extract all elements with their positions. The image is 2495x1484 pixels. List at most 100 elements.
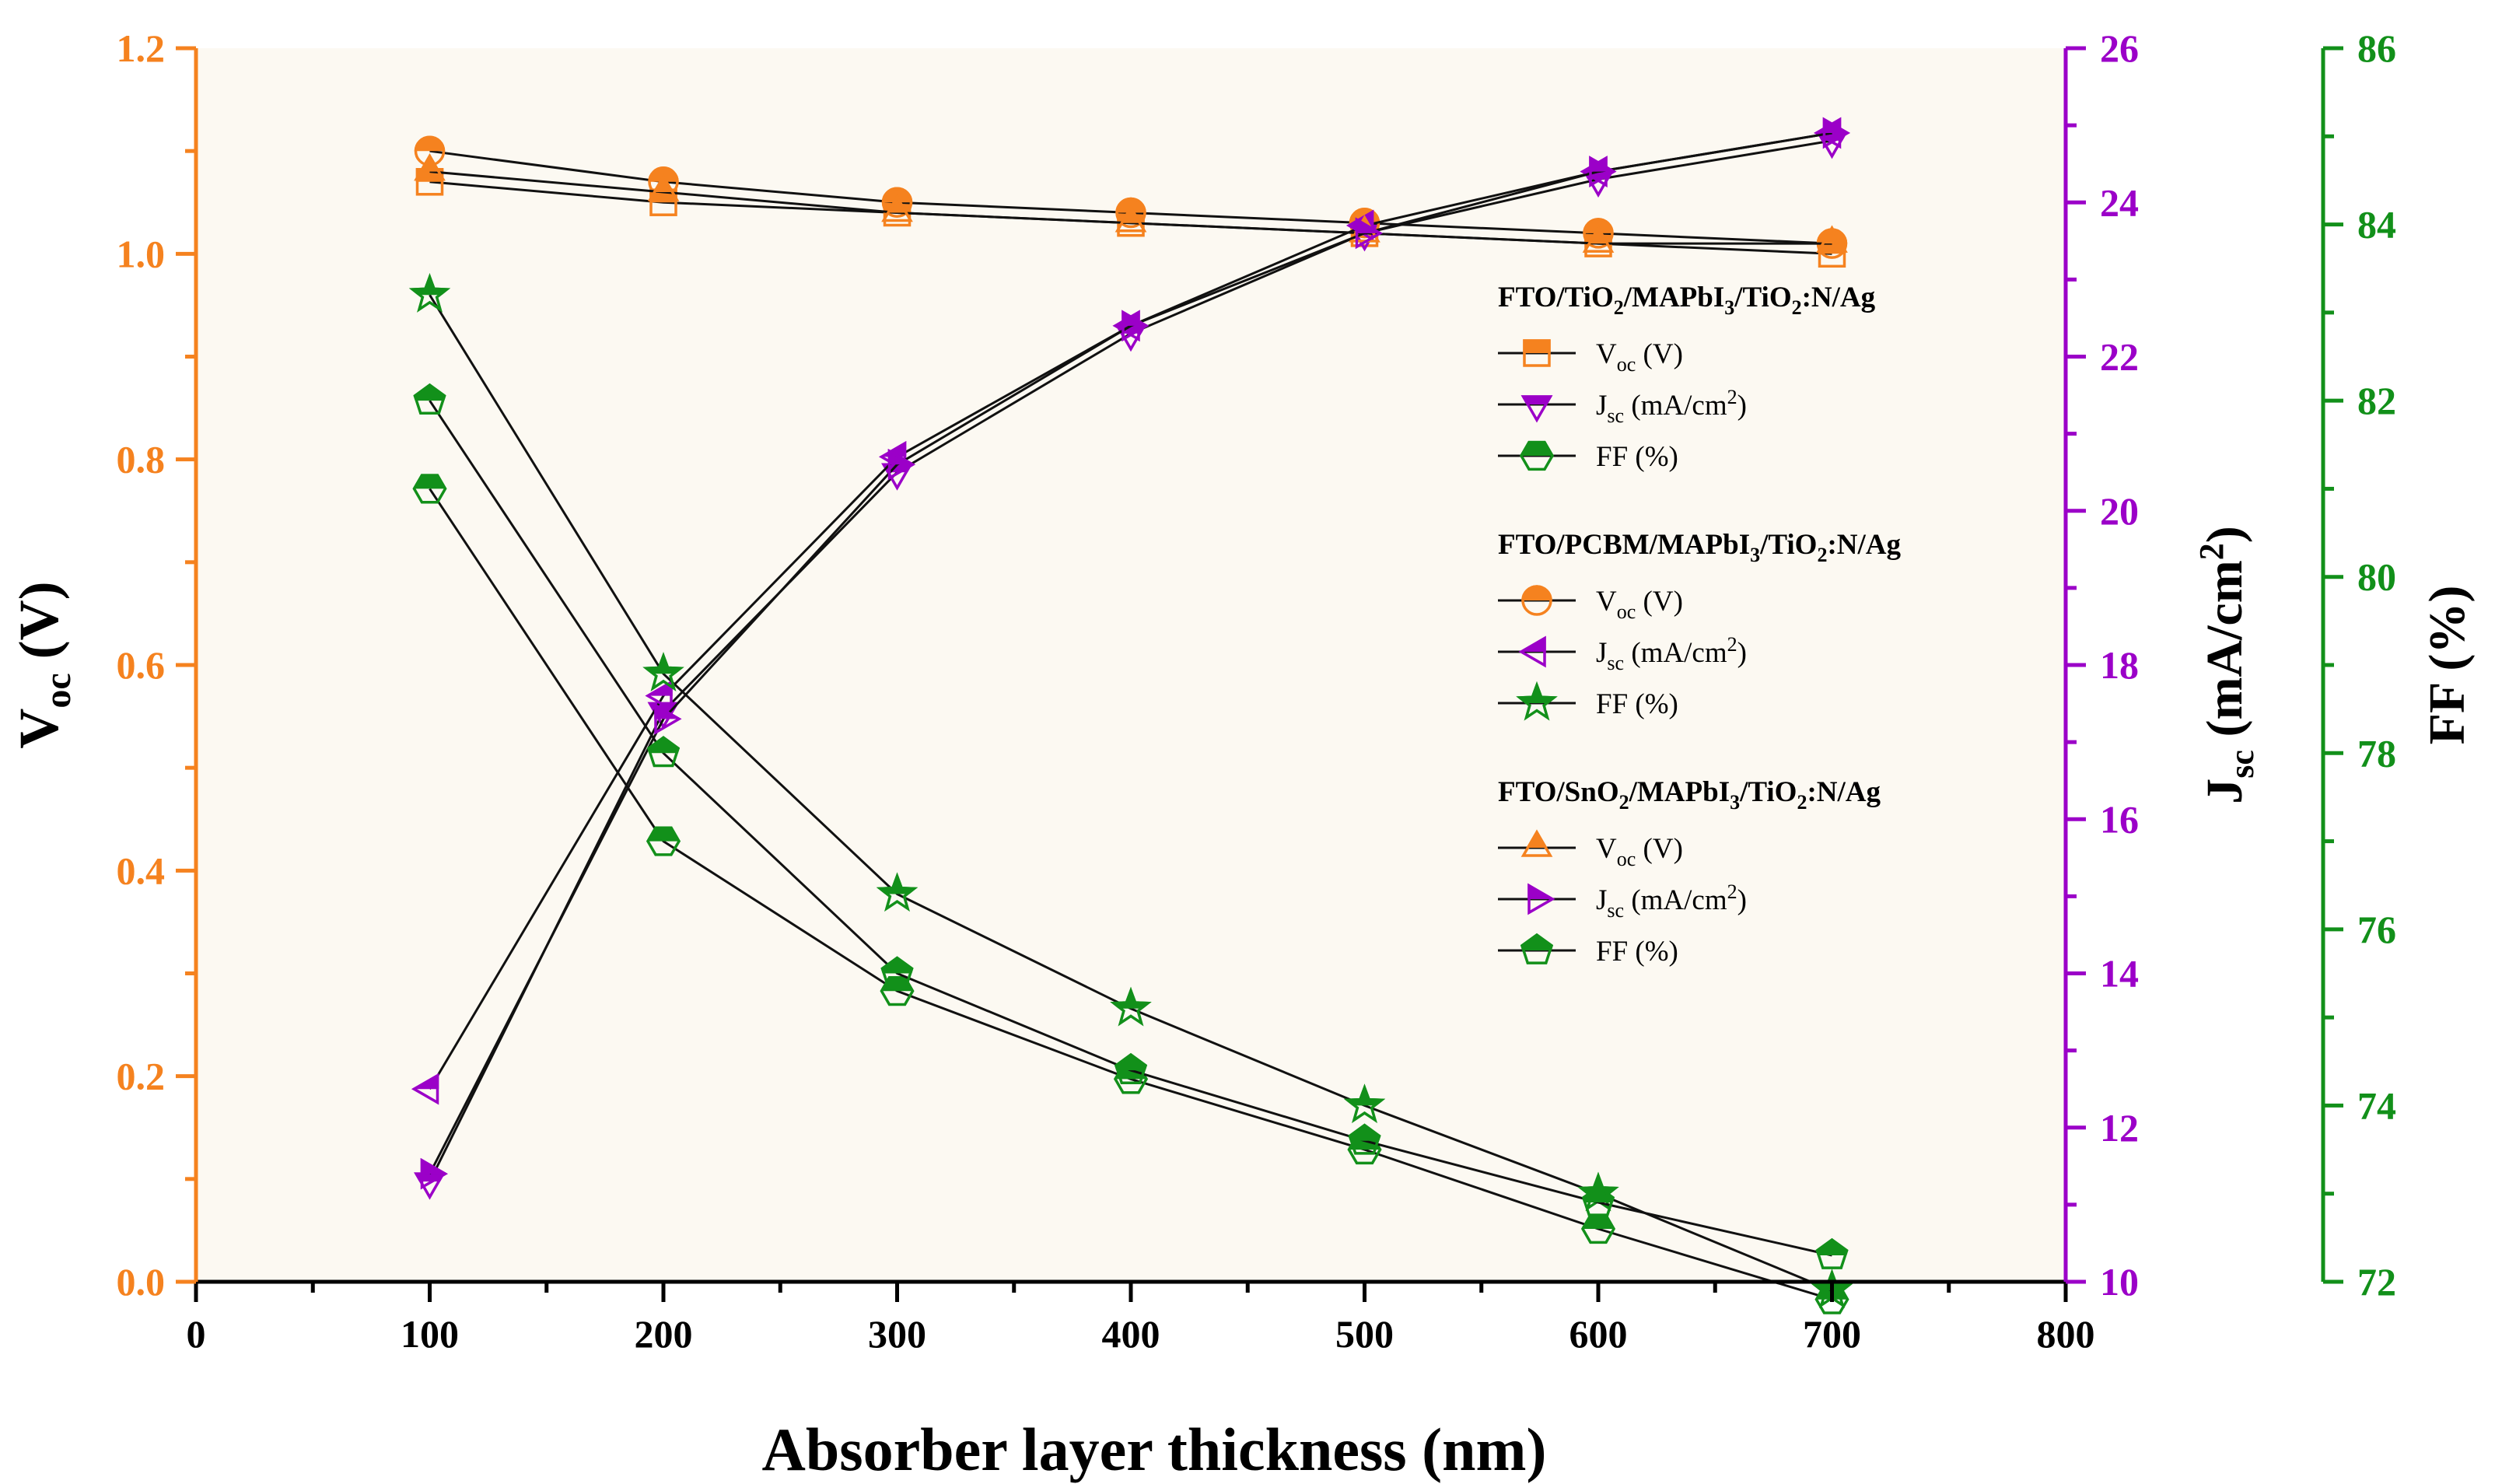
x-tick-label: 200	[635, 1312, 693, 1356]
legend-marker	[1518, 635, 1546, 668]
voc-tick-label: 1.2	[117, 26, 166, 70]
legend: FTO/TiO2/MAPbI3/TiO2:N/Ag Voc (V) Jsc (mA/…	[1498, 282, 1901, 968]
marker-outline	[1115, 197, 1146, 229]
marker-outline	[881, 187, 913, 218]
marker-outline	[1518, 635, 1546, 668]
legend-group-title: FTO/PCBM/MAPbI3/TiO2:N/Ag	[1498, 529, 1901, 566]
legend-label: Jsc (mA/cm2)	[1596, 880, 1747, 922]
data-point	[420, 1157, 449, 1190]
x-axis: 0 100 200 300 400 500 600 700 800 Absorber layer …	[187, 1279, 2095, 1483]
marker-outline	[1589, 156, 1617, 187]
jsc-axis-title: Jsc (mA/cm2)	[2192, 526, 2261, 803]
voc-tick-label: 0.0	[117, 1260, 166, 1304]
series-g3-voc	[414, 153, 1848, 253]
x-tick-label: 500	[1335, 1312, 1394, 1356]
data-point	[647, 173, 680, 201]
marker-outline	[1523, 339, 1551, 367]
marker-outline	[1816, 225, 1848, 253]
voc-axis-title: Voc (V)	[8, 581, 79, 748]
marker-outline	[647, 173, 680, 201]
legend-group-1: FTO/TiO2/MAPbI3/TiO2:N/Ag Voc (V) Jsc (mA/…	[1498, 282, 1876, 473]
voc-tick-label: 0.8	[117, 438, 166, 481]
data-point	[1815, 1237, 1849, 1269]
marker-outline	[1110, 986, 1152, 1027]
marker-outline	[876, 872, 919, 912]
voc-axis: 0.0 0.2 0.4 0.6 0.8 1.0 1.2 Voc (V)	[8, 26, 198, 1304]
marker-outline	[1115, 205, 1147, 233]
legend-label: Voc (V)	[1596, 338, 1683, 376]
legend-item: Jsc (mA/cm2)	[1498, 633, 1747, 674]
ff-axis: 72 74 76 78 80 82 84 86 FF (%)	[2321, 26, 2476, 1304]
legend-item: FF (%)	[1498, 933, 1678, 968]
legend-item: Voc (V)	[1498, 829, 1683, 870]
series-layer	[408, 117, 1853, 1314]
data-point	[654, 703, 682, 735]
legend-item: Voc (V)	[1498, 338, 1683, 376]
jsc-tick-label: 12	[2100, 1106, 2139, 1150]
jsc-tick-label: 10	[2100, 1260, 2139, 1304]
marker-outline	[654, 703, 682, 735]
data-point	[1355, 217, 1384, 250]
ff-axis-title: FF (%)	[2419, 586, 2476, 745]
marker-outline	[1582, 225, 1615, 253]
data-point	[1816, 225, 1848, 253]
x-tick-label: 400	[1102, 1312, 1160, 1356]
x-tick-label: 600	[1569, 1312, 1628, 1356]
plot-background	[196, 48, 2066, 1282]
jsc-tick-label: 14	[2100, 952, 2139, 996]
ff-tick-label: 86	[2357, 26, 2396, 70]
data-point	[887, 448, 916, 481]
data-point	[411, 1073, 439, 1105]
legend-marker	[1527, 883, 1555, 915]
marker-outline	[1815, 1237, 1849, 1269]
legend-group-2: FTO/PCBM/MAPbI3/TiO2:N/Ag Voc (V) Jsc (mA/…	[1498, 529, 1901, 721]
legend-item: FF (%)	[1498, 681, 1678, 721]
marker-outline	[420, 1157, 449, 1190]
marker-outline	[1822, 117, 1851, 149]
voc-tick-label: 0.6	[117, 643, 166, 687]
data-point	[1581, 1185, 1615, 1216]
legend-item: Jsc (mA/cm2)	[1498, 880, 1747, 922]
legend-group-title: FTO/TiO2/MAPbI3/TiO2:N/Ag	[1498, 282, 1876, 319]
marker-outline	[413, 383, 446, 415]
voc-tick-label: 1.0	[117, 232, 166, 275]
ff-tick-label: 76	[2357, 908, 2396, 951]
jsc-tick-label: 18	[2100, 643, 2139, 687]
ff-tick-label: 84	[2357, 203, 2396, 247]
ff-tick-label: 72	[2357, 1260, 2396, 1304]
jsc-axis: 10 12 14 16 18 20 22 24 26 Jsc (mA/cm2)	[2063, 26, 2261, 1304]
legend-marker	[1520, 933, 1554, 964]
marker-outline	[1583, 218, 1614, 249]
data-point	[408, 273, 451, 313]
legend-marker	[1516, 681, 1558, 721]
marker-outline	[880, 956, 914, 988]
marker-outline	[411, 1073, 439, 1105]
data-point	[646, 826, 681, 856]
marker-outline	[1520, 395, 1553, 423]
data-point	[880, 956, 914, 988]
data-point	[881, 194, 913, 222]
data-point	[1822, 117, 1851, 149]
marker-outline	[1343, 1083, 1386, 1124]
x-axis-title: Absorber layer thickness (nm)	[762, 1416, 1547, 1483]
data-point	[412, 474, 447, 504]
legend-label: Voc (V)	[1596, 833, 1683, 870]
legend-label: FF (%)	[1596, 688, 1678, 720]
data-point	[1582, 225, 1615, 253]
x-tick-label: 300	[868, 1312, 926, 1356]
data-point	[876, 872, 919, 912]
jsc-tick-label: 20	[2100, 489, 2139, 533]
jsc-tick-label: 24	[2100, 180, 2139, 224]
marker-outline	[1520, 829, 1553, 857]
data-point	[1348, 1123, 1381, 1155]
marker-outline	[646, 826, 681, 856]
data-point	[1343, 1083, 1386, 1124]
marker-outline	[1581, 1185, 1615, 1216]
marker-outline	[1527, 883, 1555, 915]
marker-outline	[1348, 1123, 1381, 1155]
data-point	[1110, 986, 1152, 1027]
data-point	[1589, 156, 1617, 187]
voc-tick-label: 0.2	[117, 1055, 166, 1098]
jsc-tick-label: 22	[2100, 335, 2139, 379]
jsc-tick-label: 16	[2100, 797, 2139, 841]
